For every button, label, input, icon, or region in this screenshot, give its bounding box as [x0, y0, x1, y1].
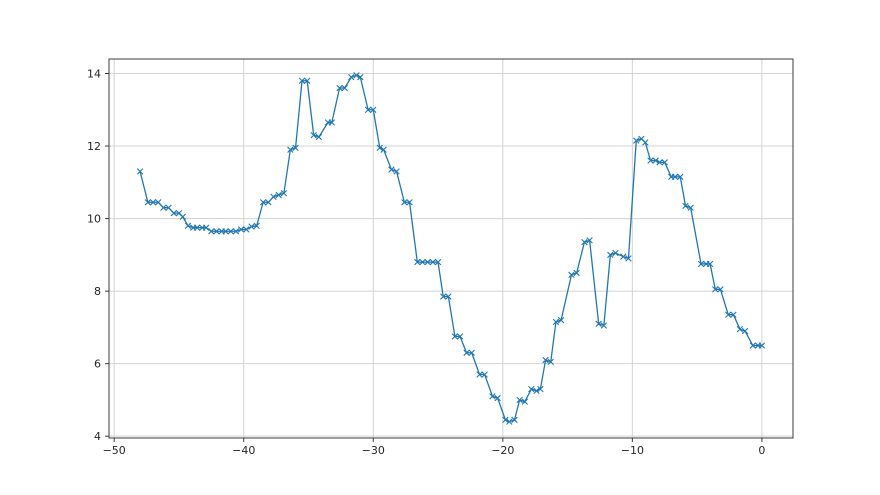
y-tick-label-2: 8: [94, 285, 101, 298]
y-tick-label-4: 12: [87, 140, 101, 153]
y-tick-label-5: 14: [87, 68, 101, 81]
x-tick-label-3: −20: [491, 444, 514, 457]
x-tick-label-2: −30: [362, 444, 385, 457]
y-tick-label-1: 6: [94, 358, 101, 371]
y-tick-label-3: 10: [87, 213, 101, 226]
axes-spines: [108, 58, 794, 439]
y-tick-label-0: 4: [94, 430, 101, 443]
x-tick-label-4: −10: [621, 444, 644, 457]
x-tick-label-0: −50: [103, 444, 126, 457]
x-tick-label-5: 0: [758, 444, 765, 457]
x-tick-label-1: −40: [232, 444, 255, 457]
series-markers-0: [136, 72, 766, 425]
